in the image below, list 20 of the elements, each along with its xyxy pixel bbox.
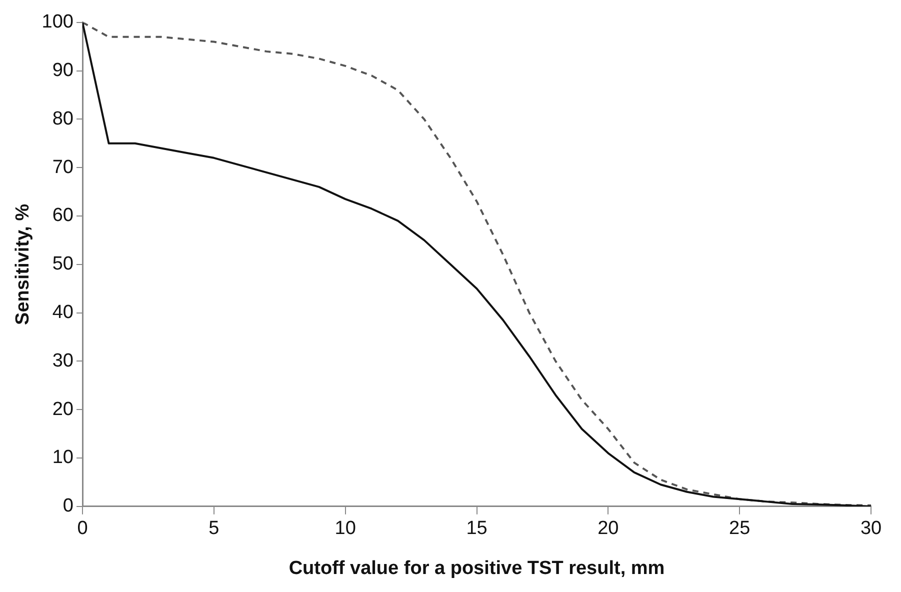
y-tick-label: 50 (52, 254, 74, 275)
x-tick-label: 30 (860, 518, 882, 540)
y-tick-label: 20 (52, 398, 74, 420)
x-tick-label: 0 (77, 518, 88, 540)
x-tick-label: 20 (598, 518, 619, 540)
x-tick-label: 10 (334, 518, 356, 540)
y-tick-label: 0 (62, 496, 74, 517)
y-tick-label: 40 (52, 302, 74, 324)
y-tick-label: 100 (42, 12, 74, 33)
y-tick-label: 80 (52, 108, 74, 130)
y-tick-label: 60 (52, 205, 74, 226)
x-tick-label: 5 (208, 518, 220, 540)
y-tick-label: 70 (52, 156, 74, 178)
x-tick-label: 25 (729, 518, 750, 540)
y-tick-label: 90 (52, 60, 74, 82)
y-axis-title: Sensitivity, % (12, 204, 34, 325)
x-axis-title: Cutoff value for a positive TST result, mm (288, 558, 665, 579)
x-tick-label: 15 (466, 518, 488, 540)
y-tick-label: 10 (52, 447, 74, 468)
y-tick-label: 30 (52, 350, 74, 372)
